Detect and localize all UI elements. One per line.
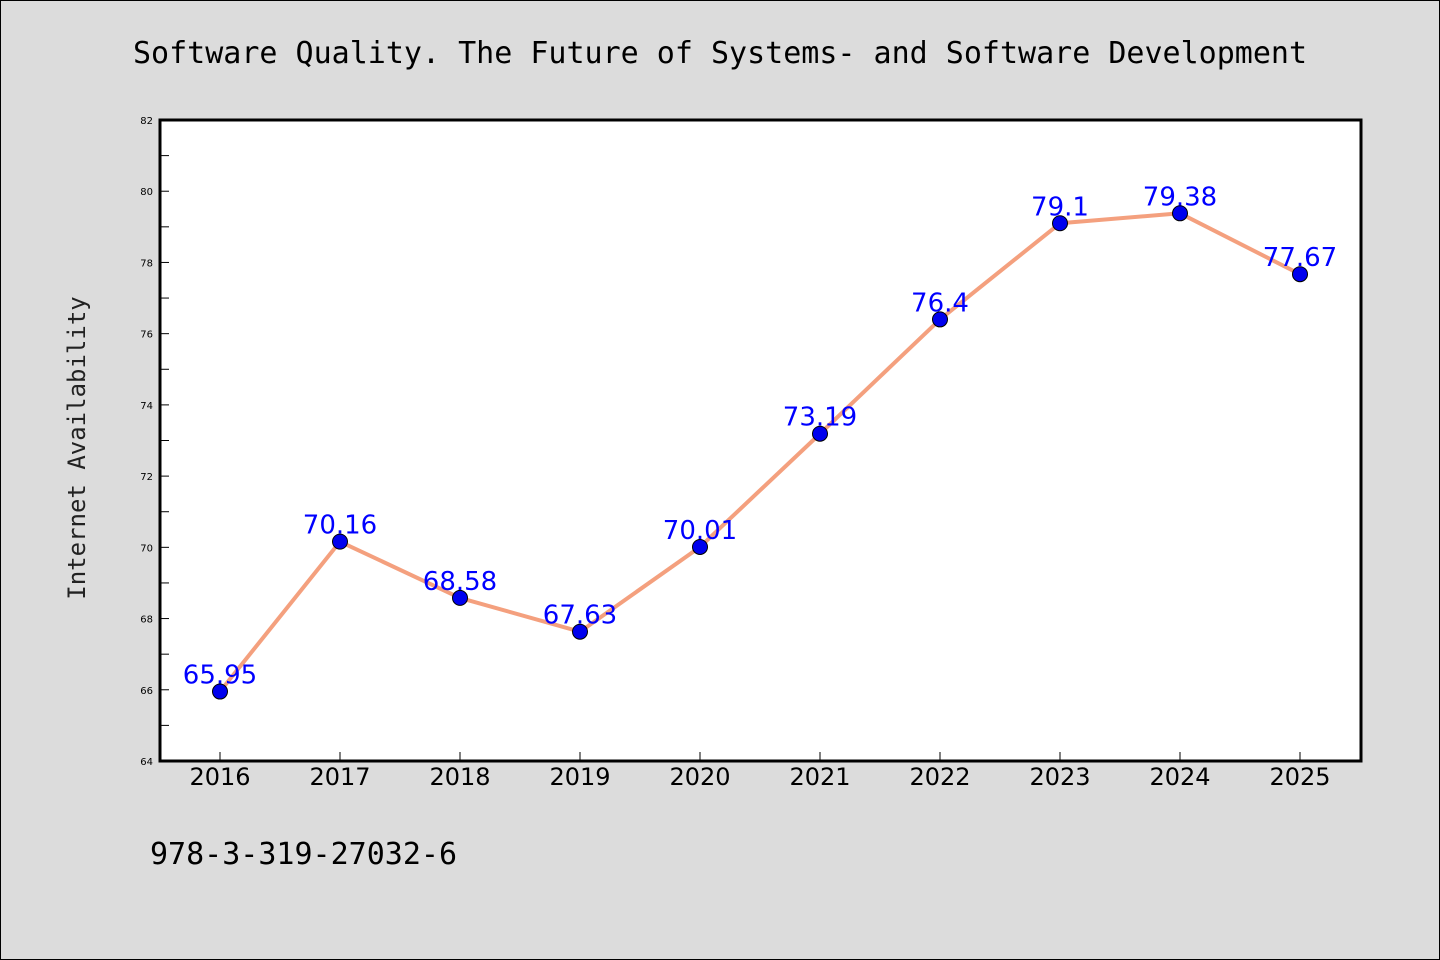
x-tick-label: 2023 [1029, 763, 1090, 791]
y-tick-label: 66 [140, 686, 153, 697]
data-point [812, 425, 828, 442]
y-tick-label: 74 [140, 401, 153, 412]
data-label: 68.58 [423, 567, 497, 597]
data-label: 65.95 [183, 661, 257, 691]
x-axis: 2016 2017 2018 2019 2020 2021 2022 2023 2024 2025 [189, 752, 1331, 791]
chart-title: Software Quality. The Future of Systems-… [133, 36, 1307, 71]
data-point [1292, 266, 1308, 283]
footer-isbn: 978-3-319-27032-6 [150, 837, 457, 872]
series-group: 65.95 70.16 68.58 67.63 70.01 73.19 76.4 79.1 79… [183, 182, 1337, 700]
x-tick-label: 2022 [909, 763, 970, 791]
data-label: 76.4 [911, 288, 969, 318]
data-point [1052, 215, 1068, 232]
x-tick-label: 2017 [309, 763, 370, 791]
data-label: 79.1 [1031, 192, 1089, 222]
y-tick-label: 70 [140, 543, 153, 554]
data-point [212, 683, 228, 700]
y-tick-label: 76 [140, 330, 153, 341]
data-label: 79.38 [1143, 182, 1217, 212]
x-tick-label: 2016 [189, 763, 250, 791]
x-tick-label: 2020 [669, 763, 730, 791]
data-label: 70.01 [663, 516, 737, 546]
y-axis-label: Internet Availability [63, 296, 91, 599]
y-tick-label: 82 [140, 116, 153, 127]
data-label: 70.16 [303, 511, 377, 541]
y-tick-label: 72 [140, 472, 153, 483]
x-tick-label: 2025 [1269, 763, 1330, 791]
plot-area [160, 120, 1361, 761]
data-label: 77.67 [1263, 243, 1337, 273]
data-point [692, 538, 708, 555]
x-tick-label: 2021 [789, 763, 850, 791]
x-tick-label: 2019 [549, 763, 610, 791]
data-point [572, 623, 588, 640]
series-line [218, 211, 1302, 694]
data-point [1172, 205, 1188, 222]
y-tick-label: 78 [140, 258, 153, 269]
data-point [452, 589, 468, 606]
x-tick-label: 2018 [429, 763, 490, 791]
data-label: 67.63 [543, 601, 617, 631]
x-tick-label: 2024 [1149, 763, 1210, 791]
data-point [332, 533, 348, 550]
plot-border [158, 118, 1363, 763]
y-tick-label: 64 [140, 757, 153, 768]
y-tick-label: 80 [140, 187, 153, 198]
y-tick-label: 68 [140, 615, 153, 626]
data-label: 73.19 [783, 403, 857, 433]
data-point [932, 311, 948, 328]
